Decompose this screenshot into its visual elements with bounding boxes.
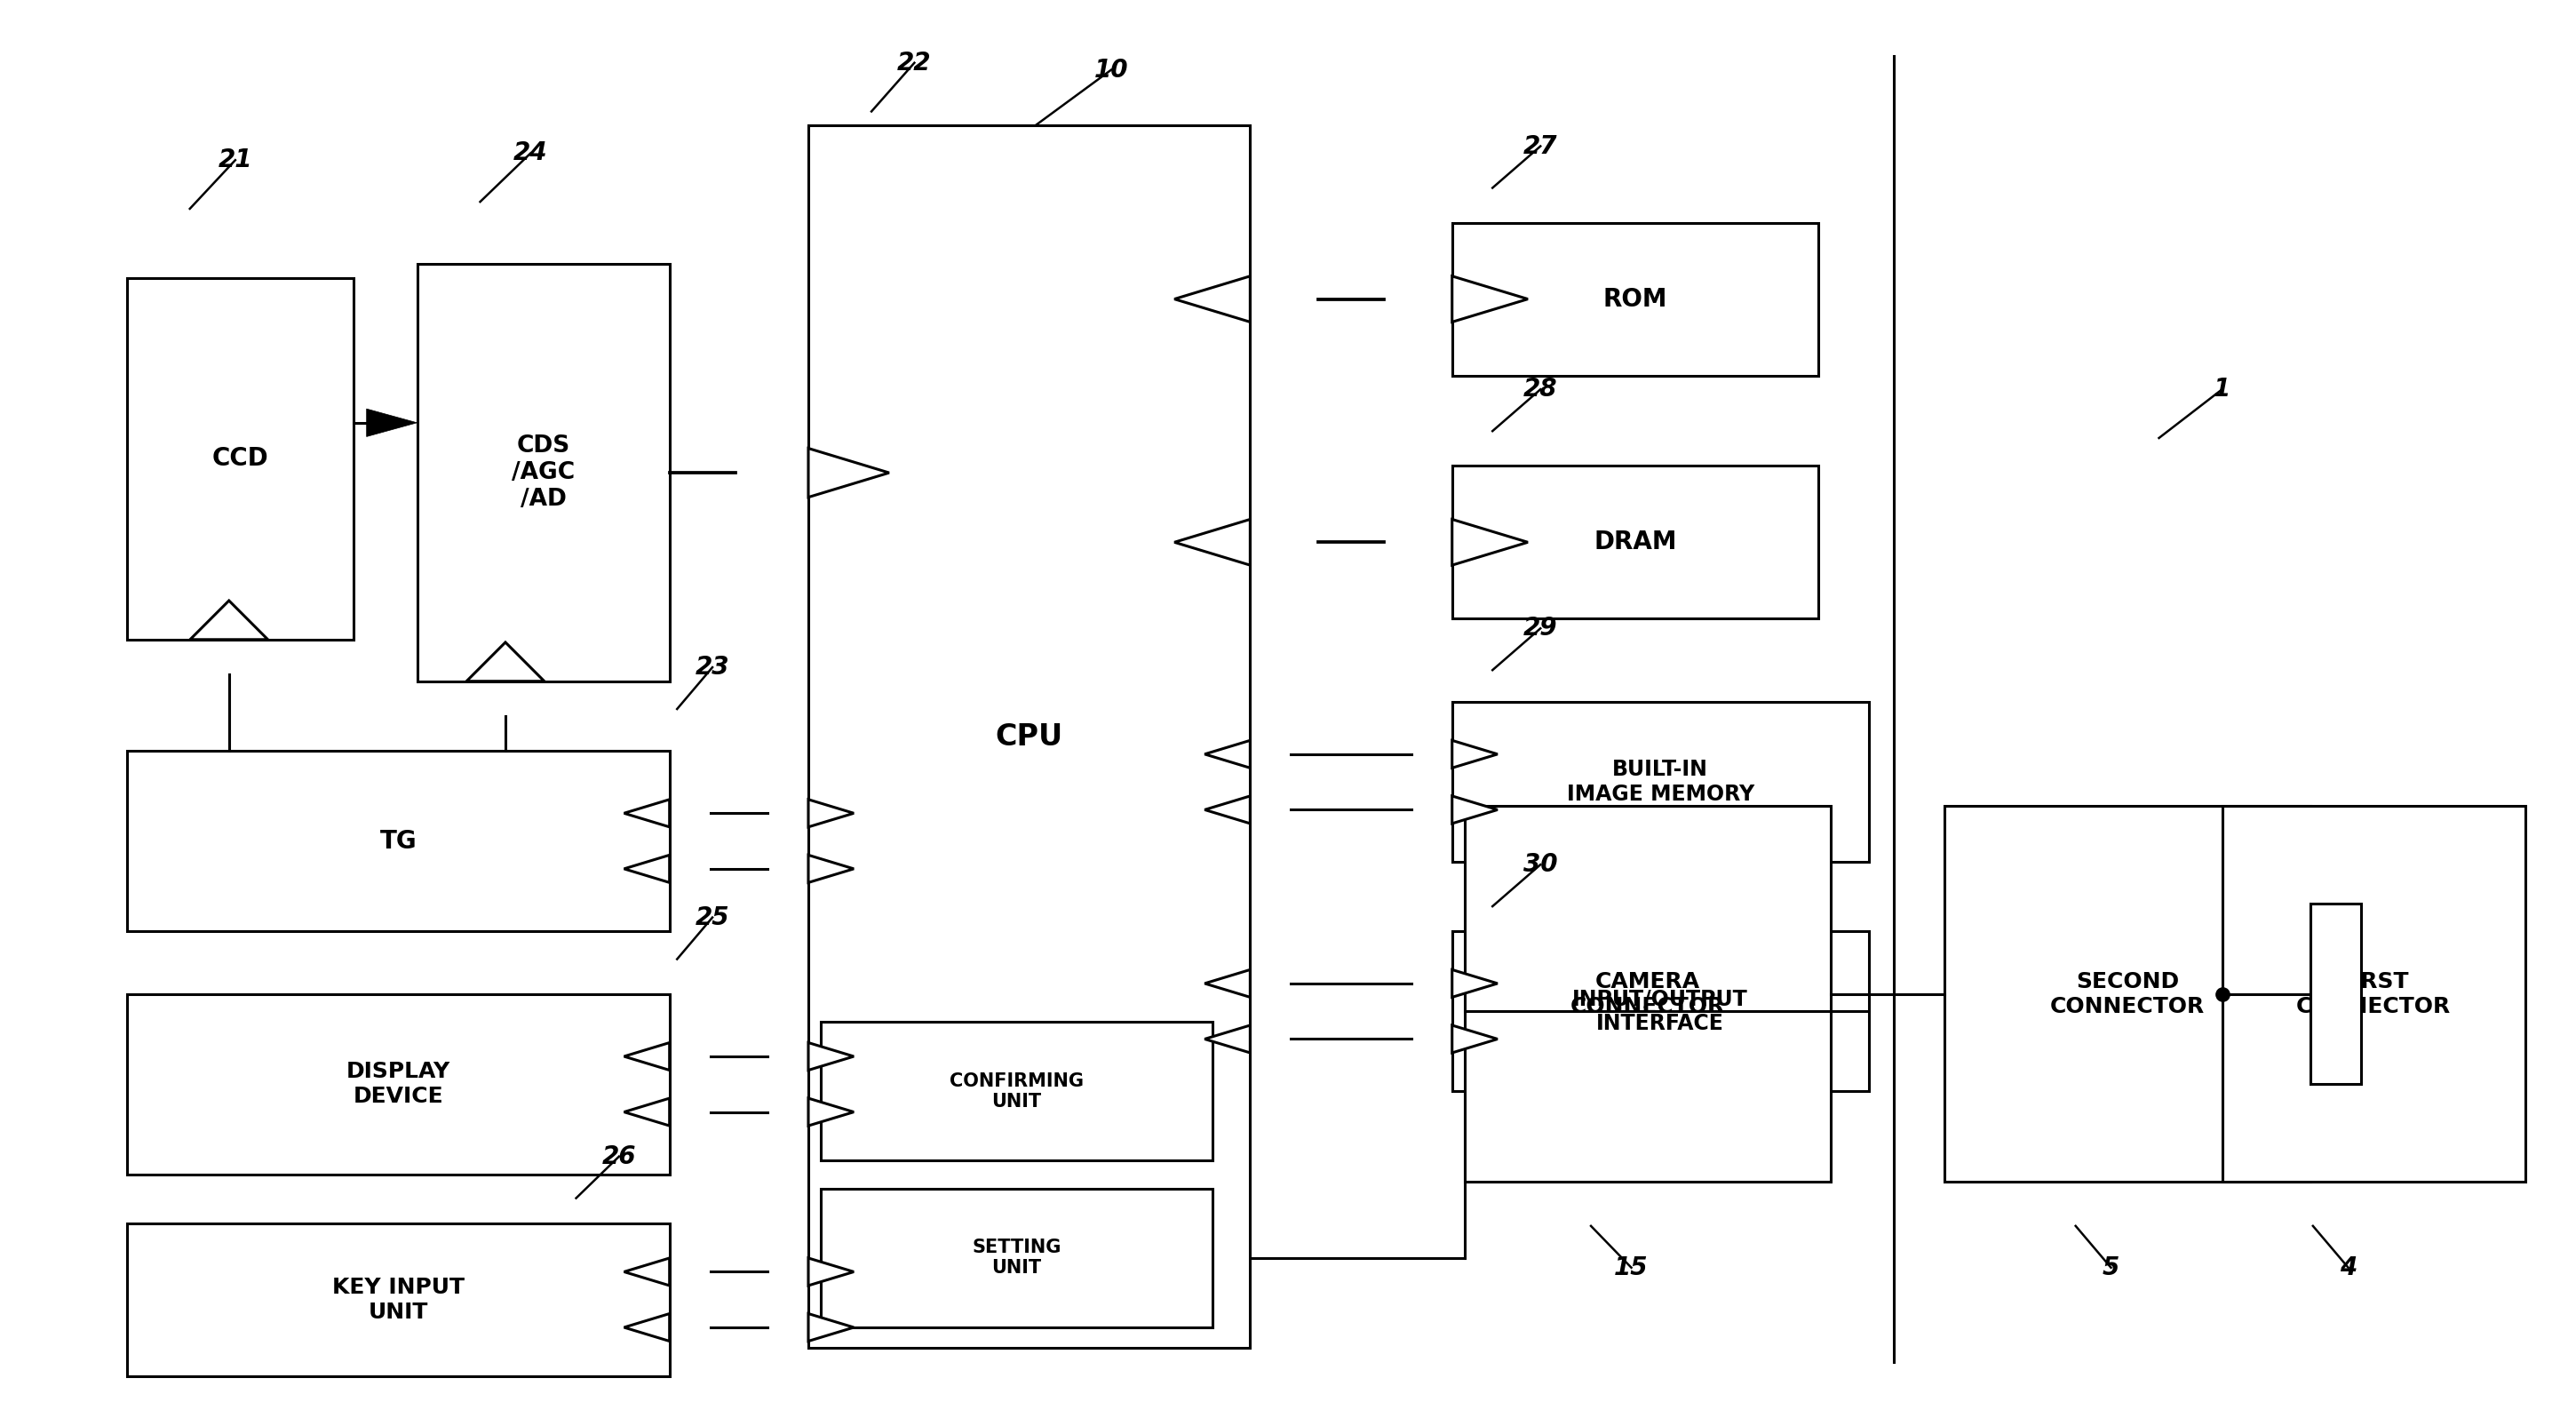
Polygon shape [809, 1098, 853, 1126]
Polygon shape [623, 1098, 670, 1126]
Text: 24: 24 [513, 140, 549, 166]
Polygon shape [1453, 1025, 1497, 1052]
Polygon shape [809, 800, 853, 827]
Polygon shape [1206, 740, 1249, 769]
Text: 21: 21 [219, 147, 252, 173]
FancyBboxPatch shape [126, 1224, 670, 1375]
Text: 28: 28 [1522, 377, 1558, 401]
Text: 30: 30 [1522, 852, 1558, 878]
Polygon shape [191, 601, 268, 640]
Polygon shape [366, 408, 417, 437]
Polygon shape [1453, 740, 1497, 769]
Text: 25: 25 [696, 905, 729, 930]
Polygon shape [1453, 277, 1528, 322]
Text: KEY INPUT
UNIT: KEY INPUT UNIT [332, 1276, 464, 1323]
Text: TG: TG [379, 828, 417, 854]
FancyBboxPatch shape [1453, 223, 1819, 376]
Text: FIRST
CONNECTOR: FIRST CONNECTOR [2295, 971, 2450, 1017]
Polygon shape [1453, 519, 1528, 566]
Polygon shape [1206, 795, 1249, 824]
FancyBboxPatch shape [2311, 903, 2360, 1085]
Text: CONFIRMING
UNIT: CONFIRMING UNIT [951, 1072, 1084, 1110]
Polygon shape [623, 1258, 670, 1286]
Polygon shape [623, 800, 670, 827]
Text: CPU: CPU [994, 722, 1064, 752]
FancyBboxPatch shape [126, 278, 353, 640]
Text: SECOND
CONNECTOR: SECOND CONNECTOR [2050, 971, 2205, 1017]
Text: CDS
/AGC
/AD: CDS /AGC /AD [513, 434, 574, 510]
Polygon shape [1206, 970, 1249, 997]
FancyBboxPatch shape [1453, 467, 1819, 618]
Text: 22: 22 [896, 51, 933, 75]
Polygon shape [1175, 277, 1249, 322]
Text: INPUT/OUTPUT
INTERFACE: INPUT/OUTPUT INTERFACE [1571, 988, 1749, 1034]
Polygon shape [1453, 970, 1497, 997]
Text: 23: 23 [696, 655, 729, 679]
FancyBboxPatch shape [1453, 702, 1868, 862]
FancyBboxPatch shape [1453, 932, 1868, 1092]
Text: SETTING
UNIT: SETTING UNIT [971, 1239, 1061, 1278]
Polygon shape [623, 1042, 670, 1071]
Polygon shape [466, 642, 544, 681]
Polygon shape [1206, 1025, 1249, 1052]
FancyBboxPatch shape [126, 750, 670, 932]
FancyBboxPatch shape [2223, 807, 2524, 1181]
Polygon shape [809, 1258, 853, 1286]
Polygon shape [809, 855, 853, 882]
Polygon shape [809, 1042, 853, 1071]
FancyBboxPatch shape [1466, 807, 1832, 1181]
Polygon shape [623, 855, 670, 882]
FancyBboxPatch shape [822, 1188, 1213, 1327]
FancyBboxPatch shape [417, 264, 670, 681]
Text: 29: 29 [1522, 615, 1558, 641]
Text: 15: 15 [1615, 1255, 1649, 1280]
FancyBboxPatch shape [1945, 807, 2311, 1181]
FancyBboxPatch shape [822, 1021, 1213, 1160]
Text: CCD: CCD [211, 447, 268, 471]
Polygon shape [1175, 519, 1249, 566]
Text: DISPLAY
DEVICE: DISPLAY DEVICE [345, 1061, 451, 1107]
Text: 4: 4 [2339, 1255, 2357, 1280]
Text: BUILT-IN
IMAGE MEMORY: BUILT-IN IMAGE MEMORY [1566, 759, 1754, 805]
Text: 27: 27 [1522, 133, 1558, 159]
Text: DRAM: DRAM [1595, 530, 1677, 554]
Text: CAMERA
CONNECTOR: CAMERA CONNECTOR [1571, 971, 1726, 1017]
Polygon shape [809, 1313, 853, 1341]
FancyBboxPatch shape [126, 994, 670, 1174]
Polygon shape [1453, 795, 1497, 824]
Polygon shape [623, 1313, 670, 1341]
Text: 5: 5 [2102, 1255, 2120, 1280]
Text: 1: 1 [2213, 377, 2231, 401]
Polygon shape [809, 448, 889, 498]
Text: 26: 26 [603, 1144, 636, 1168]
FancyBboxPatch shape [809, 125, 1249, 1349]
Text: ROM: ROM [1602, 286, 1667, 312]
Text: 10: 10 [1095, 57, 1128, 82]
